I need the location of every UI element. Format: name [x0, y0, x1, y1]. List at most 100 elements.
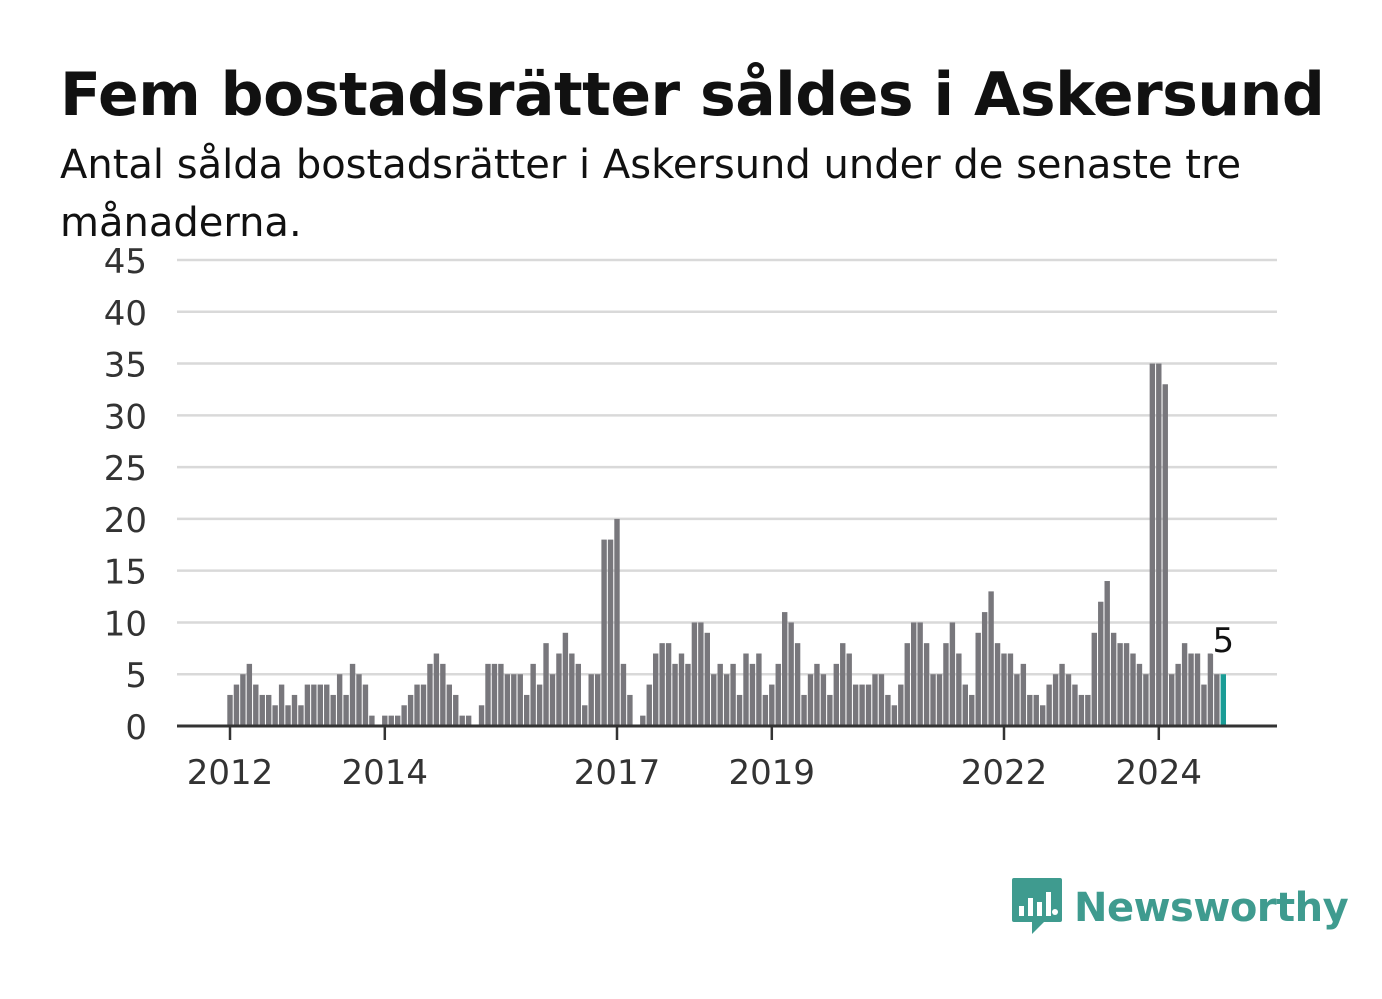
bar: [524, 694, 530, 726]
bar: [575, 663, 581, 726]
bar: [388, 715, 394, 726]
x-axis-ticks: 2012 2014 2017 2019 2022 2024: [187, 726, 1202, 793]
bar: [891, 705, 898, 726]
bar: [969, 694, 975, 726]
bar: [1188, 653, 1194, 726]
bar: [859, 684, 865, 726]
bar: [1130, 653, 1136, 726]
bar: [653, 653, 659, 726]
bar: [962, 684, 968, 726]
bar: [543, 643, 549, 726]
bar: [949, 622, 956, 726]
bar: [1014, 674, 1020, 726]
bar: [607, 539, 614, 726]
bar: [491, 663, 498, 726]
bar: [956, 653, 962, 726]
bar-highlight: [1220, 674, 1226, 726]
bar: [1027, 694, 1033, 726]
bar: [407, 694, 414, 726]
grid-lines: [177, 258, 1277, 676]
bar: [1033, 694, 1039, 726]
bar: [814, 663, 820, 726]
bar: [736, 694, 743, 726]
bar: [485, 663, 491, 726]
bar-chart-speech-bubble-icon: [1010, 876, 1064, 940]
bar: [775, 663, 781, 726]
bar: [820, 674, 827, 726]
bar: [356, 674, 362, 726]
bar: [362, 684, 369, 726]
bar: [498, 663, 504, 726]
bar: [569, 653, 575, 726]
bar: [517, 674, 523, 726]
bar: [627, 694, 633, 726]
data-labels: 5: [1209, 618, 1237, 664]
bar: [620, 663, 627, 726]
bar: [440, 663, 446, 726]
bar: [1169, 674, 1175, 726]
bar: [1104, 581, 1110, 726]
y-tick-label: 15: [104, 553, 147, 593]
bar: [1001, 653, 1007, 726]
y-tick-label: 0: [125, 708, 147, 748]
bar: [749, 663, 756, 726]
bar: [427, 663, 433, 726]
bar: [704, 632, 710, 726]
bar: [717, 663, 723, 726]
bar: [1046, 684, 1052, 726]
y-tick-label: 20: [104, 501, 147, 541]
x-tick-label: 2017: [574, 753, 661, 793]
bar: [1207, 653, 1214, 726]
bar: [395, 715, 401, 726]
bar: [1020, 663, 1027, 726]
bar: [685, 663, 691, 726]
bar: [1085, 694, 1091, 726]
brand-logo[interactable]: Newsworthy: [1010, 876, 1349, 940]
bar: [549, 674, 556, 726]
bar: [807, 674, 814, 726]
bar: [1117, 643, 1123, 726]
bar: [833, 663, 839, 726]
bar: [917, 622, 923, 726]
bar: [711, 674, 717, 726]
bar: [601, 539, 607, 726]
bar: [640, 715, 646, 726]
bar: [788, 622, 794, 726]
bar: [536, 684, 543, 726]
bar: [904, 643, 910, 726]
bar: [401, 705, 407, 726]
last-value-label: 5: [1212, 621, 1234, 661]
bar: [678, 653, 685, 726]
bar: [769, 684, 775, 726]
bar: [1156, 363, 1162, 726]
bar: [266, 694, 272, 726]
bar: [382, 715, 388, 726]
x-tick-label: 2022: [961, 753, 1048, 793]
y-tick-label: 25: [104, 449, 147, 489]
bar: [278, 684, 285, 726]
brand-name: Newsworthy: [1074, 885, 1349, 931]
bar: [420, 684, 427, 726]
y-tick-label: 40: [104, 294, 147, 334]
bar: [233, 684, 240, 726]
chart-title: Fem bostadsrätter såldes i Askersund: [60, 60, 1325, 130]
bar: [1143, 674, 1149, 726]
x-tick-label: 2024: [1116, 753, 1203, 793]
bar: [878, 674, 885, 726]
bar: [1175, 663, 1181, 726]
bar: [723, 674, 730, 726]
x-tick-label: 2014: [342, 753, 429, 793]
bar: [943, 643, 949, 726]
bar: [930, 674, 936, 726]
bar: [865, 684, 872, 726]
bar: [872, 674, 878, 726]
bar: [840, 643, 846, 726]
bar: [285, 705, 291, 726]
bar: [459, 715, 465, 726]
bar: [691, 622, 698, 726]
bar: [801, 694, 807, 726]
x-tick-label: 2012: [187, 753, 274, 793]
bar: [562, 632, 569, 726]
bar: [446, 684, 452, 726]
bar: [936, 674, 943, 726]
